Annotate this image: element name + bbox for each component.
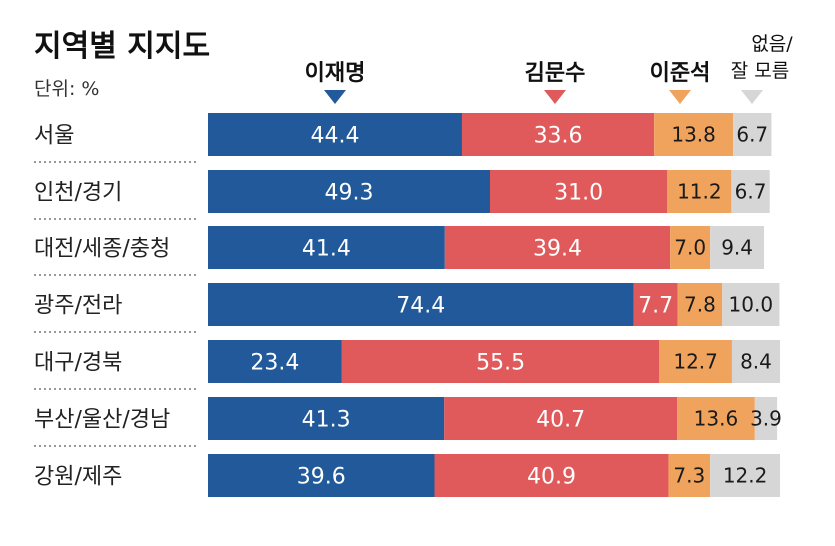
legend-marker-triangle: [669, 90, 691, 104]
value-label: 41.3: [302, 408, 351, 433]
value-label: 39.6: [297, 465, 346, 490]
legend-item: 이준석: [650, 61, 711, 104]
legend-marker-triangle: [544, 90, 566, 104]
value-label: 8.4: [740, 350, 772, 374]
bar-segment-0: [208, 454, 435, 497]
value-label: 74.4: [396, 294, 445, 319]
bar-segment-1: [489, 170, 668, 213]
value-label: 44.4: [310, 124, 359, 149]
bar-segment-2: [670, 226, 711, 269]
bar-segment-3: [722, 283, 780, 326]
bar-segment-3: [710, 454, 780, 497]
bar-row: 인천/경기 49.3 31.0 11.2 6.7: [34, 170, 770, 220]
legend: 이재명 김문수 이준석 없음/잘 모름: [305, 33, 793, 104]
row-label: 부산/울산/경남: [34, 408, 170, 433]
legend-label: 이재명: [305, 61, 366, 86]
bar-row: 대전/세종/충청 41.4 39.4 7.0 9.4: [34, 226, 764, 276]
bar-segment-2: [654, 113, 734, 156]
bar-segment-3: [731, 340, 780, 383]
bar-segment-0: [208, 340, 342, 383]
value-label: 55.5: [476, 351, 525, 376]
bar-segment-1: [444, 226, 671, 269]
row-label: 대전/세종/충청: [34, 237, 170, 262]
legend-label: 이준석: [650, 61, 711, 86]
bar-segment-3: [733, 113, 772, 156]
value-label: 7.3: [673, 464, 705, 488]
value-label: 12.7: [673, 350, 718, 374]
bar-segment-1: [434, 454, 669, 497]
legend-label: 없음/: [751, 33, 793, 55]
bar-segment-3: [710, 226, 764, 269]
bar-segment-0: [208, 397, 445, 440]
bar-segment-2: [667, 170, 732, 213]
legend-marker-triangle: [324, 90, 346, 104]
bar-row: 강원/제주 39.6 40.9 7.3 12.2: [34, 454, 780, 497]
value-label: 13.8: [671, 123, 716, 147]
value-label: 40.9: [527, 465, 576, 490]
value-label: 49.3: [325, 181, 374, 206]
value-label: 33.6: [534, 124, 583, 149]
value-label: 31.0: [554, 181, 603, 206]
legend-label: 김문수: [525, 61, 586, 86]
chart-title: 지역별 지지도: [34, 29, 210, 64]
bar-row: 부산/울산/경남 41.3 40.7 13.6 3.9: [34, 397, 782, 447]
value-label: 7.8: [684, 293, 716, 317]
value-label: 39.4: [533, 237, 582, 262]
unit-label: 단위: %: [34, 78, 99, 100]
value-label: 7.7: [638, 294, 673, 319]
bar-segment-0: [208, 226, 445, 269]
legend-marker-triangle: [741, 90, 763, 104]
bar-row: 대구/경북 23.4 55.5 12.7 8.4: [34, 340, 780, 390]
legend-item: 김문수: [525, 61, 586, 104]
legend-label: 잘 모름: [731, 60, 789, 82]
value-label: 41.4: [302, 237, 351, 262]
value-label: 6.7: [736, 123, 768, 147]
bar-segment-2: [668, 454, 711, 497]
bar-segment-0: [208, 283, 634, 326]
value-label: 7.0: [674, 236, 706, 260]
bar-segment-2: [659, 340, 732, 383]
bar-segment-2: [677, 397, 755, 440]
bar-segment-1: [461, 113, 655, 156]
bar-segment-3: [731, 170, 770, 213]
bar-row: 광주/전라 74.4 7.7 7.8 10.0: [34, 283, 780, 333]
value-label: 11.2: [677, 180, 722, 204]
bar-segment-0: [208, 113, 462, 156]
bar-segment-2: [677, 283, 723, 326]
value-label: 9.4: [721, 236, 753, 260]
row-label: 광주/전라: [34, 294, 122, 319]
bar-segment-1: [341, 340, 660, 383]
row-label: 인천/경기: [34, 181, 122, 206]
value-label: 40.7: [536, 408, 585, 433]
value-label: 13.6: [694, 407, 739, 431]
bar-segment-3: [754, 397, 778, 440]
legend-item: 이재명: [305, 61, 366, 104]
row-label: 대구/경북: [34, 351, 122, 376]
value-label: 3.9: [750, 407, 782, 431]
value-label: 10.0: [729, 293, 774, 317]
row-label: 강원/제주: [34, 465, 122, 490]
legend-item: 없음/잘 모름: [731, 33, 793, 104]
bar-segment-1: [633, 283, 678, 326]
bar-row: 서울 44.4 33.6 13.8 6.7: [34, 113, 772, 163]
row-label: 서울: [34, 124, 74, 149]
value-label: 12.2: [723, 464, 768, 488]
value-label: 6.7: [735, 180, 767, 204]
value-label: 23.4: [250, 351, 299, 376]
bar-rows: 서울 44.4 33.6 13.8 6.7 인천/경기 49.3 31.0 11.2 6.7 대전/…: [34, 113, 782, 497]
bar-segment-0: [208, 170, 490, 213]
bar-segment-1: [444, 397, 678, 440]
